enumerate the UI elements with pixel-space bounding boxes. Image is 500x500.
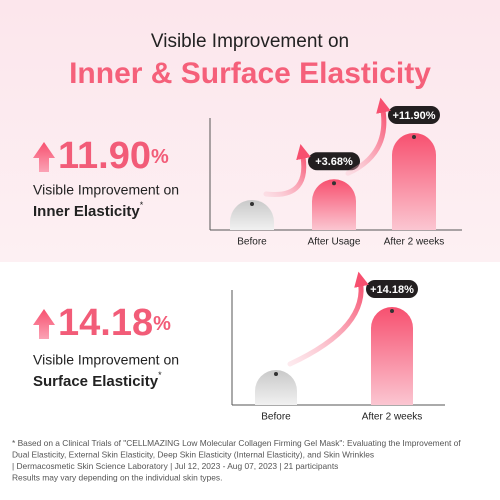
caption-line2: Inner Elasticity*: [33, 200, 144, 220]
x-tick-label: After Usage: [308, 237, 361, 248]
bar-dot: [412, 135, 416, 139]
bar-dot: [274, 372, 278, 376]
trend-arrow: [287, 271, 369, 367]
caption-line1: Visible Improvement on: [33, 352, 179, 368]
value-label: +14.18%: [370, 284, 414, 296]
value-label-pill: [388, 106, 440, 124]
bar: [230, 200, 274, 230]
caption-line1: Visible Improvement on: [33, 182, 179, 198]
stat-unit: %: [153, 313, 171, 335]
title-line1: Visible Improvement on: [151, 31, 349, 52]
title-line2: Inner & Surface Elasticity: [69, 57, 431, 90]
value-label-pill: [308, 152, 360, 171]
caption-line2: Surface Elasticity*: [33, 370, 162, 390]
bar: [255, 370, 297, 405]
x-tick-label: After 2 weeks: [362, 412, 423, 423]
caption-bold: Surface Elasticity: [33, 373, 159, 390]
bar-dot: [250, 202, 254, 206]
caption-mark: *: [158, 370, 162, 380]
footnote-line: Results may vary depending on the indivi…: [12, 473, 222, 483]
stat-unit: %: [151, 146, 169, 168]
x-tick-label: Before: [237, 237, 267, 248]
stat-value: 11.90%: [58, 135, 169, 177]
caption-bold: Inner Elasticity: [33, 203, 140, 220]
stat-number: 14.18: [58, 302, 153, 344]
up-arrow-icon: [33, 142, 55, 172]
x-tick-label: After 2 weeks: [384, 237, 445, 248]
bar-dot: [390, 309, 394, 313]
caption-mark: *: [140, 200, 144, 210]
stat-number: 11.90: [58, 135, 151, 177]
stat-value: 14.18%: [58, 302, 171, 344]
x-tick-label: Before: [261, 412, 291, 423]
up-arrow-icon: [33, 309, 55, 339]
footnote: * Based on a Clinical Trials of "CELLMAZ…: [12, 438, 461, 483]
value-label: +3.68%: [315, 156, 353, 168]
footnote-line: | Dermacosmetic Skin Science Laboratory …: [12, 461, 338, 471]
trend-arrow: [345, 97, 391, 176]
bar: [312, 179, 356, 230]
bar: [392, 133, 436, 230]
bar: [371, 307, 413, 405]
value-label: +11.90%: [392, 110, 435, 122]
value-label-pill: [366, 280, 418, 298]
footnote-line: Dual Elasticity, External Skin Elasticit…: [12, 450, 374, 460]
footnote-line: * Based on a Clinical Trials of "CELLMAZ…: [12, 438, 461, 448]
bar-dot: [332, 181, 336, 186]
trend-arrow: [263, 143, 311, 198]
